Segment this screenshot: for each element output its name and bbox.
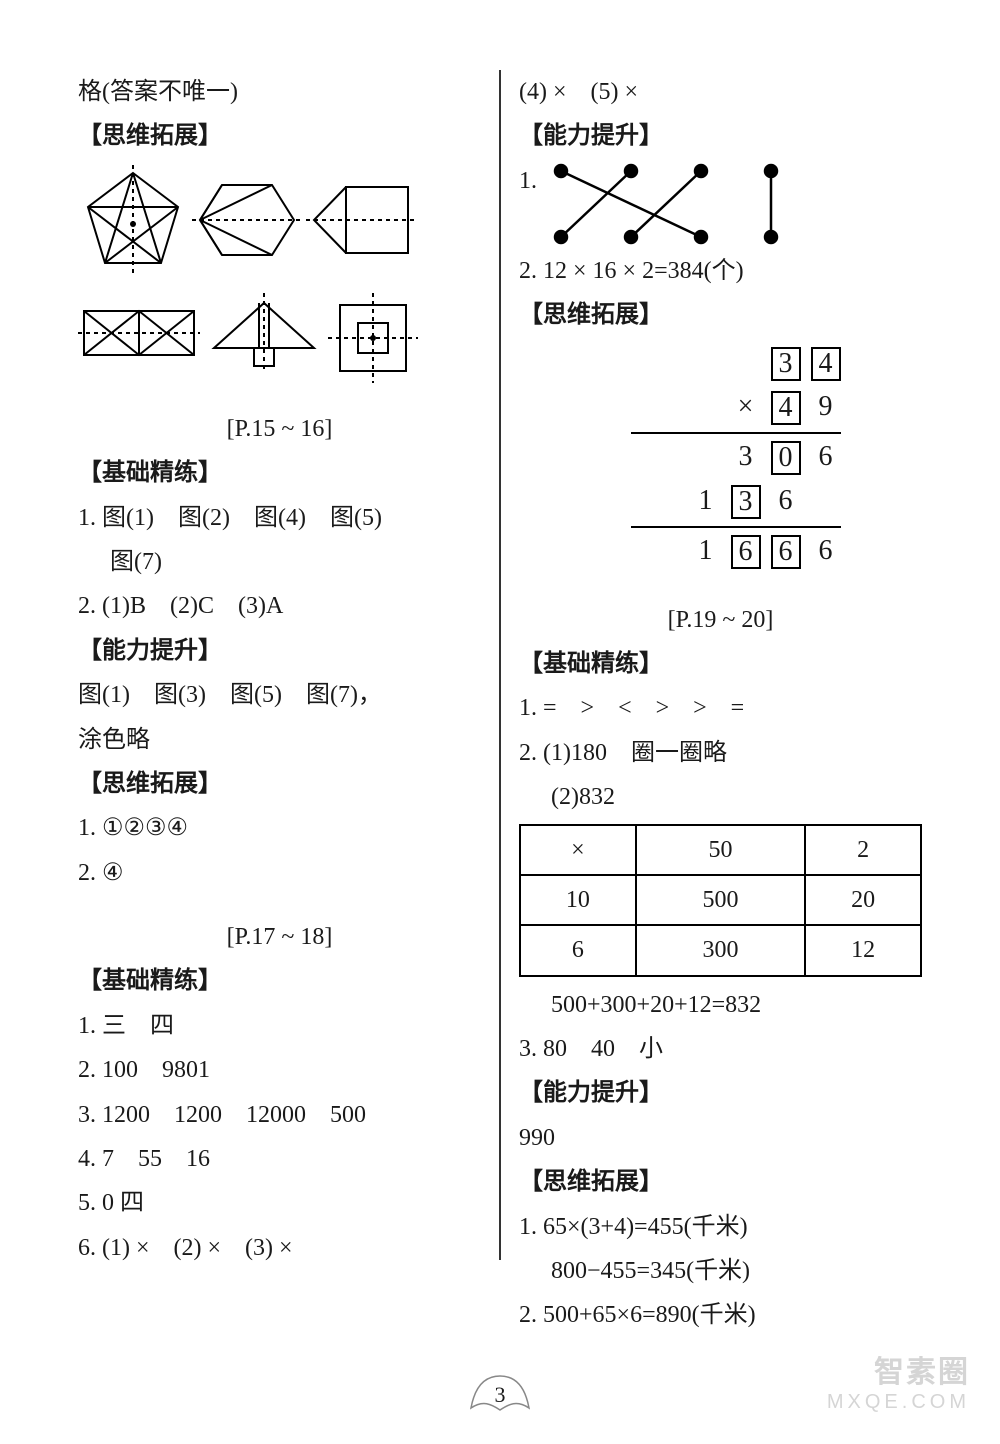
line: 6. (1) × (2) × (3) × — [78, 1226, 481, 1270]
line: 2. 100 9801 — [78, 1048, 481, 1092]
digit: 9 — [811, 385, 841, 430]
line: 4. 7 55 16 — [78, 1137, 481, 1181]
line: 1. 三 四 — [78, 1004, 481, 1048]
figure-row-2 — [78, 293, 481, 383]
multiplication-work: 34 ×49 306 136 1666 — [601, 342, 841, 574]
table-cell: 10 — [520, 875, 636, 925]
page-ref: [P.19 ~ 20] — [519, 598, 922, 642]
section-heading: 【思维拓展】 — [519, 1160, 922, 1204]
line: 图(7) — [78, 540, 481, 584]
digit: 1 — [691, 529, 721, 574]
arrow-up-shape-icon — [204, 293, 324, 373]
section-heading: 【思维拓展】 — [78, 114, 481, 158]
line: 990 — [519, 1116, 922, 1160]
table-cell: 2 — [805, 825, 921, 875]
line: 图(1) 图(3) 图(5) 图(7)， — [78, 673, 481, 717]
line: 500+300+20+12=832 — [519, 983, 922, 1027]
table-row: × 50 2 — [520, 825, 921, 875]
section-heading: 【基础精练】 — [519, 642, 922, 686]
table-cell: 6 — [520, 925, 636, 975]
bowtie-rect-icon — [78, 293, 200, 373]
section-heading: 【能力提升】 — [519, 1071, 922, 1115]
page-ref: [P.17 ~ 18] — [78, 915, 481, 959]
line: 1. 65×(3+4)=455(千米) — [519, 1205, 922, 1249]
line: 3. 1200 1200 12000 500 — [78, 1093, 481, 1137]
box-digit: 4 — [811, 347, 841, 381]
line: 涂色略 — [78, 718, 481, 762]
box-digit: 0 — [771, 441, 801, 475]
section-heading: 【思维拓展】 — [78, 762, 481, 806]
digit: 6 — [771, 479, 801, 524]
line: 1. ①②③④ — [78, 806, 481, 850]
table-row: 6 300 12 — [520, 925, 921, 975]
table-row: 10 500 20 — [520, 875, 921, 925]
digit: 1 — [691, 479, 721, 524]
matching-row: 1. — [519, 159, 922, 249]
section-heading: 【能力提升】 — [519, 114, 922, 158]
square-triangle-icon — [306, 165, 416, 275]
box-digit: 6 — [731, 535, 761, 569]
table-cell: 300 — [636, 925, 805, 975]
box-digit: 4 — [771, 391, 801, 425]
watermark-line: 智素圈 — [827, 1347, 970, 1391]
section-heading: 【基础精练】 — [78, 451, 481, 495]
line: 5. 0 四 — [78, 1181, 481, 1225]
box-digit: 6 — [771, 535, 801, 569]
section-heading: 【基础精练】 — [78, 959, 481, 1003]
line: 1. = > < > > = — [519, 686, 922, 730]
table-cell: 12 — [805, 925, 921, 975]
list-label: 1. — [519, 159, 537, 203]
line: 2. (1)B (2)C (3)A — [78, 584, 481, 628]
line: 格(答案不唯一) — [78, 70, 481, 114]
box-digit: 3 — [771, 347, 801, 381]
nested-square-icon — [328, 293, 418, 383]
table-cell: 20 — [805, 875, 921, 925]
watermark: 智素圈 MXQE.COM — [827, 1347, 970, 1414]
page-content: 格(答案不唯一) 【思维拓展】 — [0, 0, 1000, 1300]
line: 800−455=345(千米) — [519, 1249, 922, 1293]
line: (4) × (5) × — [519, 70, 922, 114]
digit: 6 — [811, 529, 841, 574]
box-digit: 3 — [731, 485, 761, 519]
table-cell: × — [520, 825, 636, 875]
column-left: 格(答案不唯一) 【思维拓展】 — [60, 70, 501, 1260]
line: 2. ④ — [78, 851, 481, 895]
line: 2. 12 × 16 × 2=384(个) — [519, 249, 922, 293]
hexagon-icon — [192, 165, 302, 275]
line: 2. 500+65×6=890(千米) — [519, 1293, 922, 1337]
line: 1. 图(1) 图(2) 图(4) 图(5) — [78, 496, 481, 540]
table-cell: 50 — [636, 825, 805, 875]
matching-diagram-icon — [541, 159, 801, 249]
line: (2)832 — [519, 775, 922, 819]
table-cell: 500 — [636, 875, 805, 925]
column-right: (4) × (5) × 【能力提升】 1. 2. 12 × 16 × 2=384… — [501, 70, 940, 1260]
digit: 3 — [731, 435, 761, 480]
digit: 6 — [811, 435, 841, 480]
operator: × — [731, 385, 761, 430]
line: 3. 80 40 小 — [519, 1027, 922, 1071]
figure-row-1 — [78, 165, 481, 275]
multiplication-table: × 50 2 10 500 20 6 300 12 — [519, 824, 922, 977]
section-heading: 【思维拓展】 — [519, 293, 922, 337]
watermark-line: MXQE.COM — [827, 1391, 970, 1414]
page-ref: [P.15 ~ 16] — [78, 407, 481, 451]
line: 2. (1)180 圈一圈略 — [519, 731, 922, 775]
pentagon-star-icon — [78, 165, 188, 275]
section-heading: 【能力提升】 — [78, 629, 481, 673]
